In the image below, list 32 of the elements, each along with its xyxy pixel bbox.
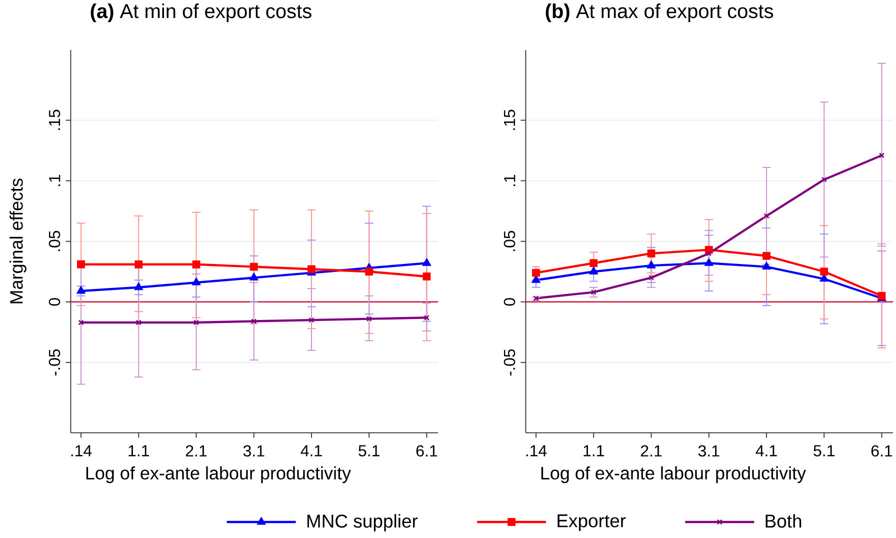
y-tick-label: 0: [48, 298, 60, 306]
y-tick-label: .05: [48, 230, 60, 251]
x-axis-title: Log of ex-ante labour productivity: [541, 466, 806, 484]
y-tick-label: .05: [504, 230, 516, 251]
x-tick-label: 6.1: [416, 445, 438, 457]
y-tick-label: .1: [504, 174, 516, 186]
x-tick-label: 6.1: [871, 445, 892, 457]
x-tick-label: 3.1: [698, 445, 720, 457]
x-tick-label: 4.1: [300, 445, 322, 456]
x-tick-label: .14: [526, 445, 547, 456]
legend-label: Exporter: [558, 514, 626, 532]
chart-title: (a) At min of export costs: [90, 4, 312, 22]
y-tick-label: -.05: [48, 349, 60, 376]
x-tick-label: 5.1: [814, 445, 834, 456]
legend-label: MNC supplier: [307, 514, 418, 532]
y-tick-label: -.05: [504, 349, 516, 376]
y-tick-label: .15: [48, 110, 60, 130]
y-tick-label: .1: [49, 174, 60, 186]
x-tick-label: 2.1: [640, 445, 662, 456]
x-tick-label: 2.1: [186, 445, 207, 456]
x-axis-title: Log of ex-ante labour productivity: [86, 466, 351, 484]
y-tick-label: 0: [504, 298, 516, 306]
x-tick-label: 3.1: [243, 445, 264, 457]
chart-title: (b) At max of export costs: [546, 4, 774, 22]
x-tick-label: 1.1: [128, 445, 149, 456]
x-tick-label: 5.1: [358, 445, 380, 456]
x-tick-label: 1.1: [584, 445, 604, 456]
x-tick-label: 4.1: [756, 445, 777, 456]
legend-label: Both: [766, 514, 802, 528]
y-axis-title: Marginal effects: [10, 178, 26, 304]
y-tick-label: .15: [504, 110, 516, 130]
x-tick-label: .14: [71, 445, 92, 456]
